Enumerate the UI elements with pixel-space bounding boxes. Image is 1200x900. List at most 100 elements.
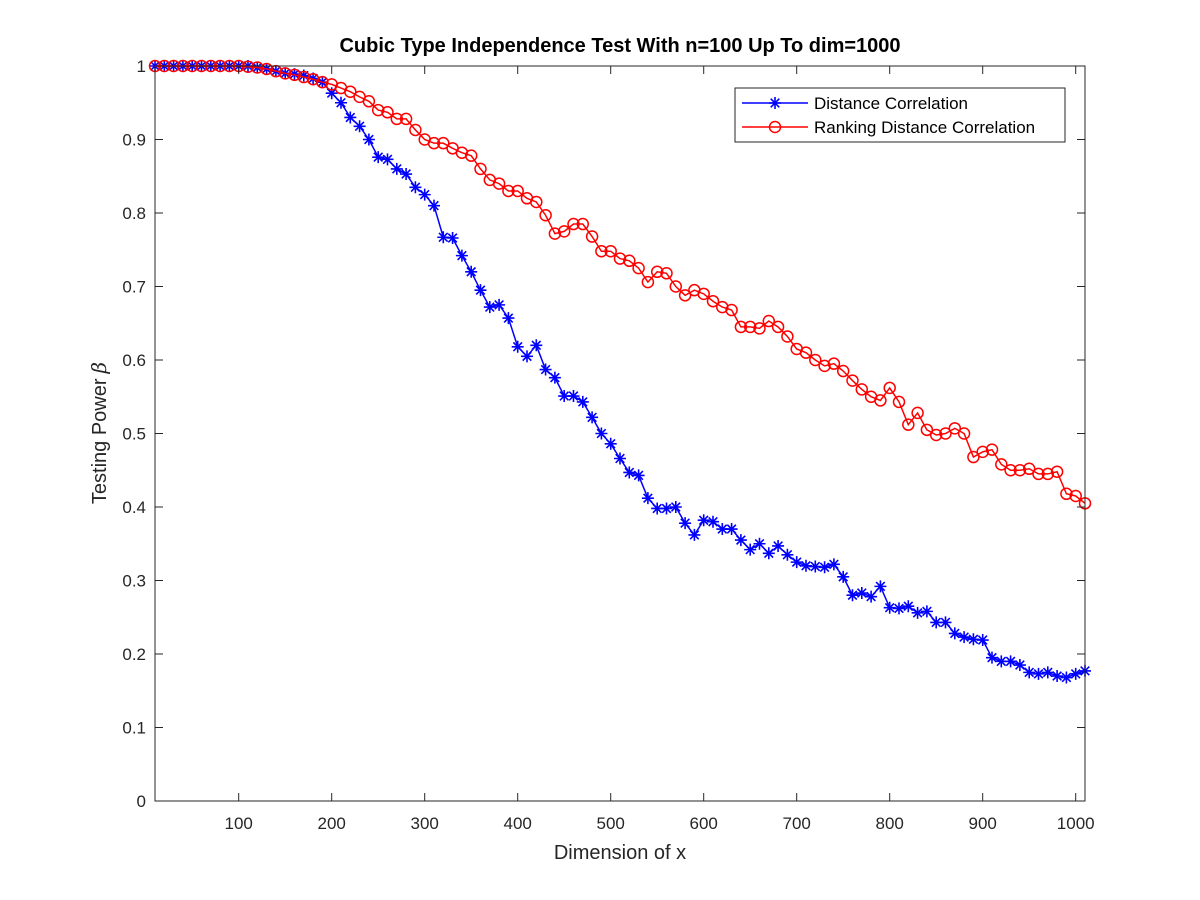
data-point bbox=[511, 184, 524, 198]
y-tick-label: 0.9 bbox=[122, 131, 146, 150]
legend-box bbox=[734, 87, 1066, 143]
data-point bbox=[995, 655, 1008, 668]
data-point bbox=[967, 633, 980, 646]
y-tick-label: 0.6 bbox=[122, 351, 146, 370]
data-point bbox=[595, 244, 608, 258]
data-point bbox=[492, 177, 506, 190]
chart-title: Cubic Type Independence Test With n=100 … bbox=[339, 35, 900, 57]
data-point bbox=[567, 390, 580, 403]
data-point bbox=[716, 523, 729, 536]
legend-marker-distance-correlation bbox=[769, 97, 781, 109]
data-point bbox=[827, 558, 840, 571]
y-tick-label: 0.7 bbox=[122, 278, 146, 297]
y-tick-label: 0.8 bbox=[122, 204, 146, 223]
data-point bbox=[688, 528, 701, 541]
data-point bbox=[641, 492, 654, 505]
data-point bbox=[558, 390, 571, 403]
data-point bbox=[483, 301, 496, 314]
x-tick-label: 700 bbox=[783, 814, 811, 833]
data-point bbox=[557, 225, 571, 238]
data-point bbox=[818, 561, 831, 574]
data-point bbox=[772, 539, 785, 552]
y-tick-label: 0.2 bbox=[122, 645, 146, 664]
data-point bbox=[381, 106, 394, 119]
data-point bbox=[288, 68, 301, 82]
data-point bbox=[800, 559, 812, 572]
data-point bbox=[1013, 659, 1026, 672]
data-point bbox=[874, 580, 887, 593]
data-point bbox=[585, 230, 599, 243]
legend: Distance Correlation Ranking Distance Co… bbox=[734, 87, 1066, 143]
x-tick-label: 600 bbox=[690, 814, 718, 833]
y-tick-label: 0.4 bbox=[122, 498, 146, 517]
x-tick-label: 800 bbox=[876, 814, 904, 833]
data-point bbox=[474, 162, 487, 176]
y-tick-label: 1 bbox=[137, 57, 146, 76]
data-point bbox=[846, 589, 859, 602]
data-point bbox=[502, 184, 515, 198]
data-point bbox=[1013, 464, 1027, 477]
data-point bbox=[344, 85, 357, 98]
data-point bbox=[297, 69, 310, 82]
data-point bbox=[865, 590, 878, 603]
data-point bbox=[697, 514, 710, 527]
data-point bbox=[902, 600, 915, 613]
x-tick-label: 100 bbox=[225, 814, 253, 833]
data-point bbox=[1050, 465, 1064, 478]
data-point bbox=[929, 428, 943, 442]
data-point bbox=[474, 284, 487, 297]
data-point bbox=[530, 339, 543, 352]
data-point bbox=[353, 120, 366, 133]
data-point bbox=[855, 383, 869, 396]
data-point bbox=[948, 422, 962, 435]
legend-marker bbox=[768, 120, 782, 134]
data-point bbox=[539, 208, 552, 222]
y-tick-label: 0.5 bbox=[122, 425, 146, 444]
data-point bbox=[985, 443, 999, 456]
data-point bbox=[297, 70, 311, 84]
data-point bbox=[1069, 489, 1082, 503]
data-point bbox=[753, 537, 766, 550]
data-point bbox=[725, 303, 738, 317]
data-point bbox=[781, 548, 794, 561]
data-point bbox=[790, 556, 803, 569]
data-point bbox=[837, 570, 850, 583]
data-point bbox=[725, 523, 738, 536]
data-point bbox=[920, 605, 933, 618]
data-point bbox=[660, 267, 673, 280]
data-point bbox=[1004, 655, 1017, 668]
data-point bbox=[781, 330, 794, 343]
data-point bbox=[455, 249, 468, 262]
data-point bbox=[650, 265, 664, 279]
data-point bbox=[734, 534, 747, 547]
data-point bbox=[623, 254, 636, 268]
data-point bbox=[883, 381, 896, 395]
data-point bbox=[678, 289, 692, 302]
data-point bbox=[502, 312, 515, 325]
data-point bbox=[418, 188, 431, 201]
x-axis-label: Dimension of x bbox=[554, 842, 686, 864]
data-point bbox=[390, 162, 403, 175]
data-point bbox=[706, 294, 720, 308]
data-point bbox=[632, 469, 645, 482]
data-point bbox=[632, 261, 645, 275]
data-point bbox=[576, 217, 590, 231]
data-point bbox=[1069, 667, 1082, 680]
data-point bbox=[902, 418, 915, 431]
data-point bbox=[362, 95, 376, 108]
data-point bbox=[809, 353, 822, 367]
x-tick-label: 500 bbox=[597, 814, 625, 833]
data-point bbox=[1041, 666, 1054, 679]
data-point bbox=[446, 231, 459, 244]
data-point bbox=[846, 374, 859, 387]
data-point bbox=[1004, 464, 1017, 477]
data-point bbox=[660, 502, 673, 515]
data-point bbox=[278, 67, 292, 80]
data-point bbox=[1023, 666, 1036, 679]
data-point bbox=[604, 437, 617, 450]
data-point bbox=[390, 112, 404, 126]
data-point bbox=[623, 466, 636, 479]
x-tick-label: 300 bbox=[411, 814, 439, 833]
data-point bbox=[893, 602, 905, 615]
data-point bbox=[372, 151, 385, 164]
